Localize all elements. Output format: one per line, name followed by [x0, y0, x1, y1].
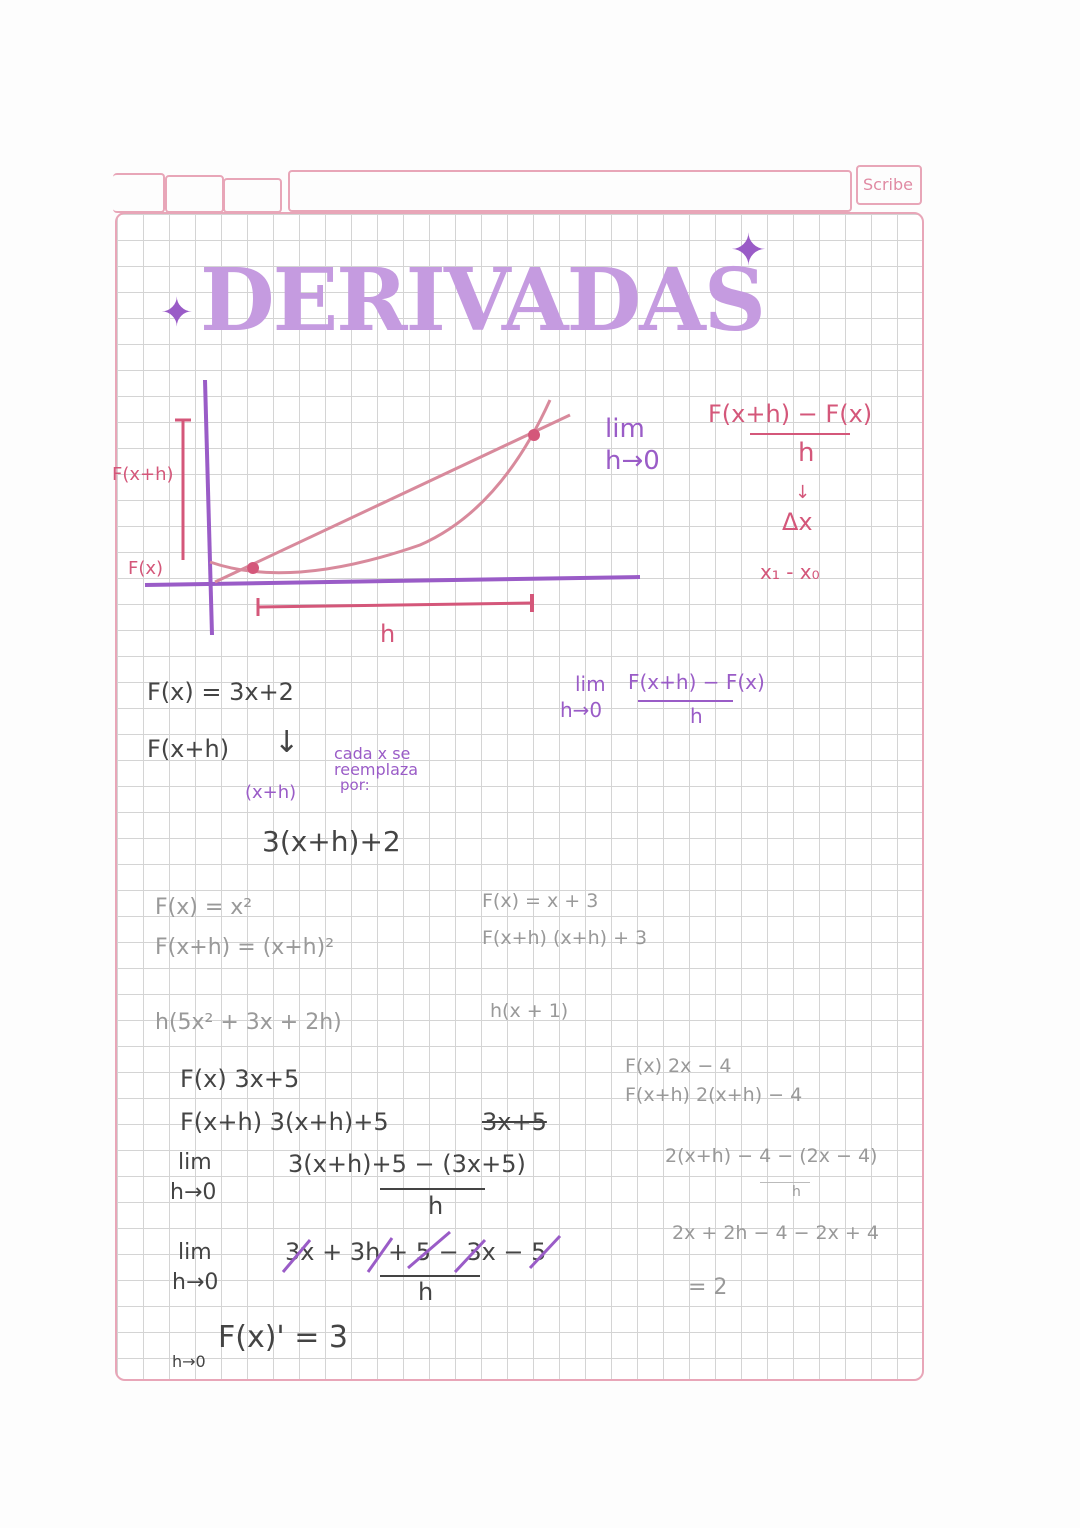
def-lim: lim — [605, 414, 645, 444]
ex3-work: h(x + 1) — [490, 1000, 569, 1022]
ex5-expand: 2x + 2h − 4 − 2x + 4 — [672, 1222, 879, 1244]
ex5-den: h — [792, 1184, 801, 1200]
def-difference: x₁ - x₀ — [760, 560, 820, 584]
ex4-f: F(x) 3x+5 — [180, 1065, 300, 1093]
ex4-den2: h — [418, 1278, 434, 1306]
ex4-fraction-bar-1 — [380, 1188, 485, 1190]
def-denominator: h — [798, 438, 815, 468]
def2-lim: lim — [575, 672, 606, 696]
ex3-f: F(x) = x + 3 — [482, 890, 599, 912]
ex4-num1: 3(x+h)+5 − (3x+5) — [288, 1150, 526, 1178]
ex1-note-2: reemplaza — [334, 760, 419, 779]
ex1-note-1: cada x se — [334, 744, 411, 763]
curve — [209, 399, 552, 575]
def-delta: Δx — [782, 508, 813, 536]
ex4-fraction-bar-2 — [380, 1275, 480, 1277]
ex4-result: F(x)' = 3 — [218, 1320, 348, 1355]
ex3-fxh: F(x+h) (x+h) + 3 — [482, 927, 648, 949]
sparkle-icon-right: ✦ — [730, 225, 767, 276]
y-axis — [203, 379, 214, 636]
ex2-fxh: F(x+h) = (x+h)² — [155, 935, 335, 960]
ex1-note-3: por: — [340, 776, 370, 794]
ex4-scribble: 3x+5 — [482, 1108, 547, 1136]
def-fraction-bar — [750, 433, 850, 435]
x-axis — [144, 575, 641, 587]
ex4-h2: h→0 — [172, 1270, 219, 1295]
scribe-logo-text: Scribe — [863, 175, 913, 194]
page-title: DERIVADAS — [200, 250, 766, 351]
def2-numerator: F(x+h) − F(x) — [628, 670, 765, 694]
ex4-fxh: F(x+h) 3(x+h)+5 — [180, 1108, 389, 1136]
label-h: h — [380, 620, 396, 648]
ex5-f: F(x) 2x − 4 — [625, 1055, 732, 1077]
def2-h-to-0: h→0 — [560, 698, 603, 722]
ex4-result-h: h→0 — [172, 1352, 206, 1371]
ex5-fraction-bar — [760, 1182, 810, 1183]
ex5-num: 2(x+h) − 4 − (2x − 4) — [665, 1145, 878, 1167]
ex1-xh: (x+h) — [245, 782, 297, 803]
point-x-plus-h — [528, 429, 540, 441]
def-h-to-0: h→0 — [605, 446, 660, 476]
grid-paper — [115, 212, 924, 1381]
label-fxh: F(x+h) — [112, 464, 174, 485]
ex1-f: F(x) = 3x+2 — [147, 678, 294, 706]
ex5-result: = 2 — [688, 1275, 728, 1300]
arrow-down-icon: ↓ — [795, 482, 811, 503]
ex2-f: F(x) = x² — [155, 895, 253, 920]
def2-denominator: h — [690, 704, 703, 728]
header-title-field — [288, 170, 852, 212]
secant-line — [214, 413, 571, 584]
ex1-fxh: F(x+h) — [147, 735, 230, 763]
ex1-result: 3(x+h)+2 — [262, 825, 401, 858]
label-fx: F(x) — [128, 558, 164, 579]
sparkle-icon-left: ✦ — [160, 290, 194, 336]
def2-fraction-bar — [638, 700, 733, 702]
scribe-logo: Scribe — [856, 165, 922, 205]
ex4-lim2: lim — [178, 1240, 212, 1265]
def-numerator: F(x+h) − F(x) — [708, 400, 873, 428]
ex5-fxh: F(x+h) 2(x+h) − 4 — [625, 1084, 803, 1106]
ex4-lim1: lim — [178, 1150, 212, 1175]
ex4-den1: h — [428, 1192, 444, 1220]
point-x — [247, 562, 259, 574]
ex2-work: h(5x² + 3x + 2h) — [155, 1010, 342, 1035]
ex1-arrow-icon: ↓ — [274, 725, 300, 760]
h-bracket — [257, 601, 533, 609]
ex4-h1: h→0 — [170, 1180, 217, 1205]
